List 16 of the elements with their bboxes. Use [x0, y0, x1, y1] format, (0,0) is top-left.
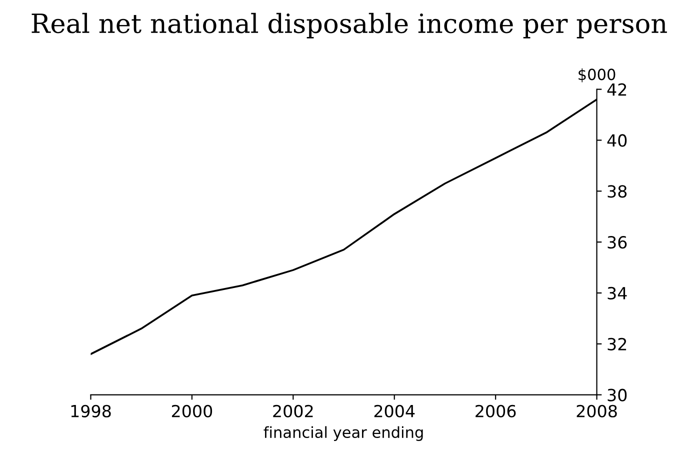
x-tick-label: 2004: [374, 404, 415, 418]
y-tick-label: 32: [608, 338, 626, 350]
y-tick-label: 34: [608, 286, 627, 300]
x-axis-title: financial year ending: [264, 426, 423, 441]
y-tick-label: 38: [608, 185, 627, 198]
x-tick-label: 1998: [71, 404, 111, 418]
x-tick-label: 2006: [476, 404, 516, 418]
y-tick-label: 40: [607, 134, 627, 147]
y-axis-title: $000: [578, 68, 616, 82]
x-tick-label: 2002: [273, 404, 313, 418]
y-tick-label: 30: [608, 388, 627, 402]
x-tick-label: 2008: [576, 404, 617, 418]
y-tick-label: 42: [607, 83, 626, 96]
x-tick-label: 2000: [172, 404, 212, 418]
y-tick-label: 36: [608, 236, 627, 249]
chart-title: Real net national disposable income per person: [32, 12, 667, 38]
